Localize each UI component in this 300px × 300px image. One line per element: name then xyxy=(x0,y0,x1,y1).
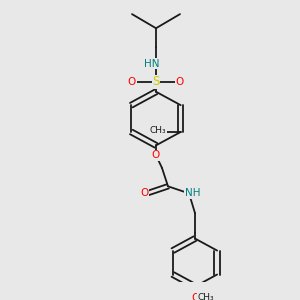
Text: O: O xyxy=(191,293,199,300)
Text: HN: HN xyxy=(144,58,159,68)
Text: O: O xyxy=(176,77,184,87)
Text: S: S xyxy=(152,75,160,88)
Text: CH₃: CH₃ xyxy=(197,293,214,300)
Text: O: O xyxy=(140,188,148,198)
Text: O: O xyxy=(128,77,136,87)
Text: NH: NH xyxy=(185,188,200,198)
Text: O: O xyxy=(152,150,160,160)
Text: CH₃: CH₃ xyxy=(150,126,166,135)
